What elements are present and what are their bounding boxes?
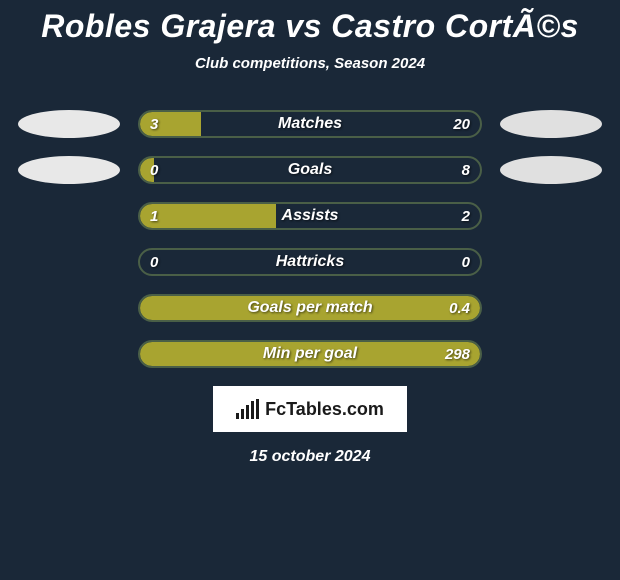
spacer bbox=[500, 248, 602, 276]
spacer bbox=[500, 340, 602, 368]
spacer bbox=[18, 202, 120, 230]
stat-value-right: 2 bbox=[462, 204, 470, 228]
player-right-avatar bbox=[500, 110, 602, 138]
spacer bbox=[18, 340, 120, 368]
stat-value-right: 0 bbox=[462, 250, 470, 274]
spacer bbox=[500, 294, 602, 322]
player-right-avatar bbox=[500, 156, 602, 184]
stat-value-right: 20 bbox=[453, 112, 470, 136]
stat-value-right: 8 bbox=[462, 158, 470, 182]
bar-track: Min per goal 298 bbox=[138, 340, 482, 368]
bar-chart-icon bbox=[236, 399, 259, 419]
page-title: Robles Grajera vs Castro CortÃ©s bbox=[41, 8, 579, 45]
bar-track: 0 Goals 8 bbox=[138, 156, 482, 184]
stat-row: 0 Goals 8 bbox=[0, 156, 620, 184]
stat-row: 1 Assists 2 bbox=[0, 202, 620, 230]
stat-row: 3 Matches 20 bbox=[0, 110, 620, 138]
stat-label: Min per goal bbox=[140, 342, 480, 366]
stat-label: Goals per match bbox=[140, 296, 480, 320]
stat-value-right: 0.4 bbox=[449, 296, 470, 320]
stat-value-right: 298 bbox=[445, 342, 470, 366]
stat-row: Min per goal 298 bbox=[0, 340, 620, 368]
fctables-logo: FcTables.com bbox=[213, 386, 407, 432]
stat-label: Matches bbox=[140, 112, 480, 136]
logo-text: FcTables.com bbox=[265, 399, 384, 420]
stat-value-left: 0 bbox=[150, 250, 158, 274]
bar-track: 1 Assists 2 bbox=[138, 202, 482, 230]
subtitle: Club competitions, Season 2024 bbox=[195, 55, 425, 72]
stat-label: Hattricks bbox=[140, 250, 480, 274]
stats-chart: 3 Matches 20 0 Goals 8 1 Assists 2 bbox=[0, 110, 620, 368]
player-left-avatar bbox=[18, 156, 120, 184]
bar-track: 0 Hattricks 0 bbox=[138, 248, 482, 276]
stat-row: 0 Hattricks 0 bbox=[0, 248, 620, 276]
spacer bbox=[18, 248, 120, 276]
stat-value-left: 0 bbox=[150, 158, 158, 182]
date-label: 15 october 2024 bbox=[250, 448, 371, 466]
bar-track: 3 Matches 20 bbox=[138, 110, 482, 138]
stat-label: Goals bbox=[140, 158, 480, 182]
stat-label: Assists bbox=[140, 204, 480, 228]
stat-value-left: 1 bbox=[150, 204, 158, 228]
stat-row: Goals per match 0.4 bbox=[0, 294, 620, 322]
stat-value-left: 3 bbox=[150, 112, 158, 136]
bar-track: Goals per match 0.4 bbox=[138, 294, 482, 322]
spacer bbox=[500, 202, 602, 230]
spacer bbox=[18, 294, 120, 322]
player-left-avatar bbox=[18, 110, 120, 138]
